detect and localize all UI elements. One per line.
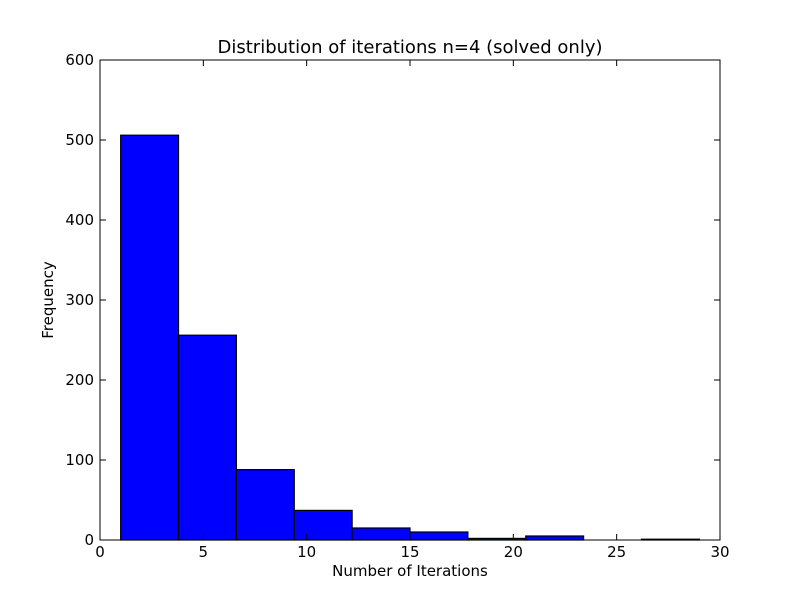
x-axis-label: Number of Iterations	[332, 562, 488, 580]
histogram-bar-6	[409, 531, 469, 541]
histogram-bars	[120, 134, 700, 541]
histogram-bar-2	[177, 334, 238, 541]
x-tick-label-10: 10	[297, 543, 316, 561]
y-tick-label-300: 300	[65, 291, 94, 309]
x-tick-label-20: 20	[504, 543, 523, 561]
x-tick-label-25: 25	[607, 543, 626, 561]
histogram-bar-1	[120, 134, 180, 541]
x-tick-label-0: 0	[95, 543, 105, 561]
histogram-bar-8	[525, 535, 585, 541]
histogram-bar-4	[293, 509, 353, 541]
x-tick-label-30: 30	[710, 543, 729, 561]
y-axis-label: Frequency	[39, 261, 57, 339]
y-tick-label-600: 600	[65, 51, 94, 69]
chart-title: Distribution of iterations n=4 (solved o…	[218, 37, 603, 58]
histogram-bar-5	[351, 527, 411, 541]
y-tick-label-200: 200	[65, 371, 94, 389]
y-tick-label-100: 100	[65, 451, 94, 469]
x-tick-label-15: 15	[400, 543, 419, 561]
y-tick-label-500: 500	[65, 131, 94, 149]
histogram-bar-3	[235, 469, 295, 541]
y-tick-label-400: 400	[65, 211, 94, 229]
plot-frame	[99, 59, 721, 541]
x-tick-label-5: 5	[199, 543, 209, 561]
y-tick-label-0: 0	[84, 531, 94, 549]
